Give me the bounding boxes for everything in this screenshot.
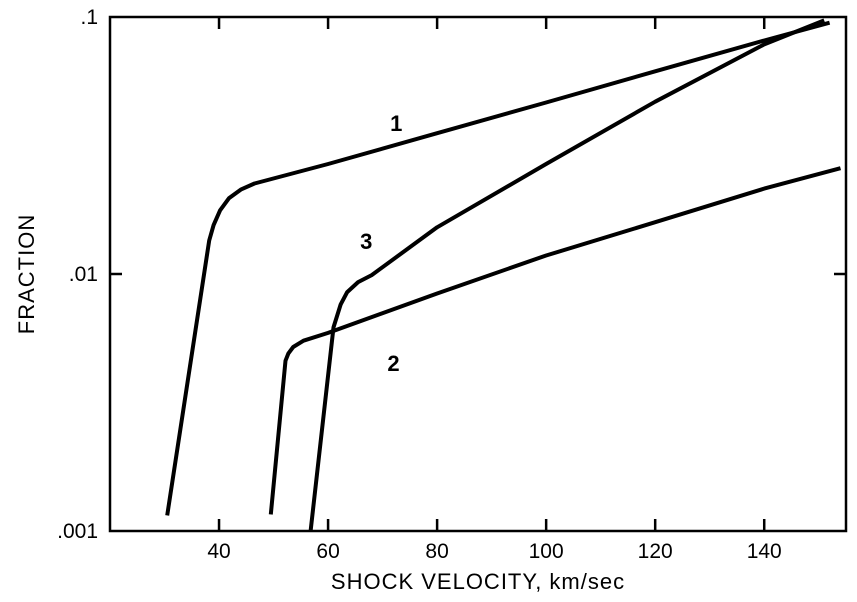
x-tick-label: 140 xyxy=(747,540,782,563)
x-axis-ticks: 40 60 80 100 120 140 xyxy=(207,17,782,563)
series-line-2 xyxy=(268,166,842,515)
series-label-3: 3 xyxy=(360,229,372,254)
series-lines xyxy=(165,18,842,532)
y-tick-label: .01 xyxy=(69,263,98,286)
y-tick-label: .001 xyxy=(57,520,98,543)
series-label-1: 1 xyxy=(390,111,402,136)
x-tick-label: 40 xyxy=(207,540,230,563)
x-tick-label: 120 xyxy=(638,540,673,563)
x-tick-label: 80 xyxy=(425,540,448,563)
series-line-1 xyxy=(165,20,831,516)
series-line-3 xyxy=(308,18,825,532)
plot-frame xyxy=(108,15,848,533)
series-label-2: 2 xyxy=(387,351,399,376)
y-axis-title: FRACTION xyxy=(14,214,39,334)
x-tick-label: 100 xyxy=(529,540,564,563)
y-tick-label: .1 xyxy=(80,6,98,29)
series-labels: 1 3 2 xyxy=(360,111,402,376)
x-axis-title: SHOCK VELOCITY, km/sec xyxy=(331,569,625,594)
x-tick-label: 60 xyxy=(316,540,339,563)
y-axis-ticks: .001 .01 .1 xyxy=(57,6,846,543)
